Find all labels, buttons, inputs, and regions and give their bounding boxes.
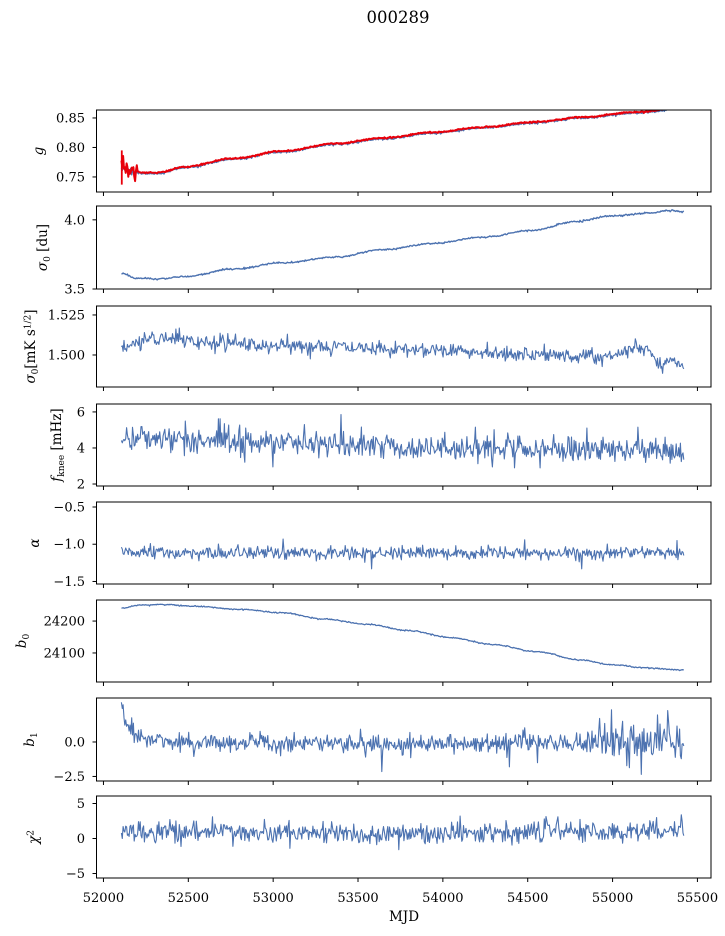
panel-alpha: −1.5 −1.0 −0.5 α: [27, 500, 712, 590]
y-tick-label-g: 0.75: [56, 170, 85, 185]
y-tick-label-sigma0-mks: 1.525: [48, 308, 85, 323]
y-axis-label-g: g: [31, 146, 47, 155]
x-tick-label: 52000: [83, 891, 124, 906]
y-axis-label-b0: b0: [14, 634, 32, 649]
x-tick-label: 53500: [337, 891, 378, 906]
y-tick-label-sigma0-du: 3.5: [64, 283, 85, 298]
x-tick-label: 55500: [677, 891, 718, 906]
panel-g: 0.75 0.80 0.85 g: [31, 109, 712, 196]
y-tick-label-b0: 24200: [44, 615, 85, 630]
y-axis-label-sigma0-du: σ0 [du]: [35, 224, 53, 271]
x-axis-label: MJD: [389, 909, 419, 925]
panel-b1: −2.5 0.0 b1: [22, 697, 712, 785]
series-line-g-model: [120, 110, 671, 183]
series-line-b1-data: [120, 702, 685, 775]
series-line-chi2-data: [120, 814, 685, 851]
axes-box-chi2: [96, 795, 712, 879]
axes-box-g: [96, 109, 712, 193]
series-line-fknee-data: [120, 414, 685, 469]
y-tick-label-fknee: 2: [77, 478, 85, 493]
y-tick-label-fknee: 6: [77, 405, 85, 420]
y-axis-label-fknee: fknee [mHz]: [49, 408, 67, 482]
y-tick-label-chi2: 5: [77, 797, 85, 812]
series-line-b0-data: [121, 603, 684, 672]
y-tick-label-g: 0.80: [56, 141, 85, 156]
y-tick-label-alpha: −1.5: [53, 575, 85, 590]
series-line-sigma0-du-data: [121, 209, 685, 281]
series-line-sigma0-mks-data: [120, 327, 685, 374]
y-tick-label-chi2: 0: [77, 832, 85, 847]
axes-box-b1: [96, 697, 712, 782]
chart-title: 000289: [367, 8, 430, 27]
y-axis-label-alpha: α: [27, 538, 43, 547]
series-line-alpha-data: [120, 538, 685, 570]
y-tick-label-chi2: −5: [66, 867, 85, 882]
axes-box-fknee: [96, 403, 712, 487]
y-tick-label-b0: 24100: [44, 646, 85, 661]
y-tick-label-sigma0-mks: 1.500: [48, 348, 85, 363]
panel-sigma0-mks: 1.500 1.525 σ0[mK s1/2]: [23, 305, 712, 391]
x-tick-label: 55000: [592, 891, 633, 906]
x-tick-label: 54000: [422, 891, 463, 906]
x-tick-label: 53000: [252, 891, 293, 906]
y-axis-label-sigma0-mks: σ0[mK s1/2]: [23, 309, 41, 383]
x-tick-label: 54500: [507, 891, 548, 906]
y-tick-label-fknee: 4: [77, 441, 85, 456]
y-tick-label-alpha: −1.0: [53, 538, 85, 553]
y-axis-label-b1: b1: [22, 732, 40, 746]
y-tick-label-b1: 0.0: [64, 735, 85, 750]
series-line-g-data: [120, 110, 682, 176]
y-tick-label-sigma0-du: 4.0: [64, 213, 85, 228]
x-tick-label: 52500: [168, 891, 209, 906]
axes-box-b0: [96, 599, 712, 683]
panel-b0: 24100 24200 b0: [14, 599, 712, 686]
axes-box-sigma0-du: [96, 205, 712, 290]
y-axis-label-chi2: χ2: [26, 830, 42, 845]
axes-box-alpha: [96, 501, 712, 585]
y-tick-label-g: 0.85: [56, 111, 85, 126]
panel-fknee: 2 4 6 fknee [mHz]: [49, 403, 712, 493]
panel-chi2: −5 0 5 χ2: [26, 795, 712, 882]
axes-box-sigma0-mks: [96, 305, 712, 388]
y-tick-label-alpha: −0.5: [53, 500, 85, 515]
y-tick-label-b1: −2.5: [53, 770, 85, 785]
panel-sigma0-du: 3.5 4.0 σ0 [du]: [35, 205, 712, 298]
